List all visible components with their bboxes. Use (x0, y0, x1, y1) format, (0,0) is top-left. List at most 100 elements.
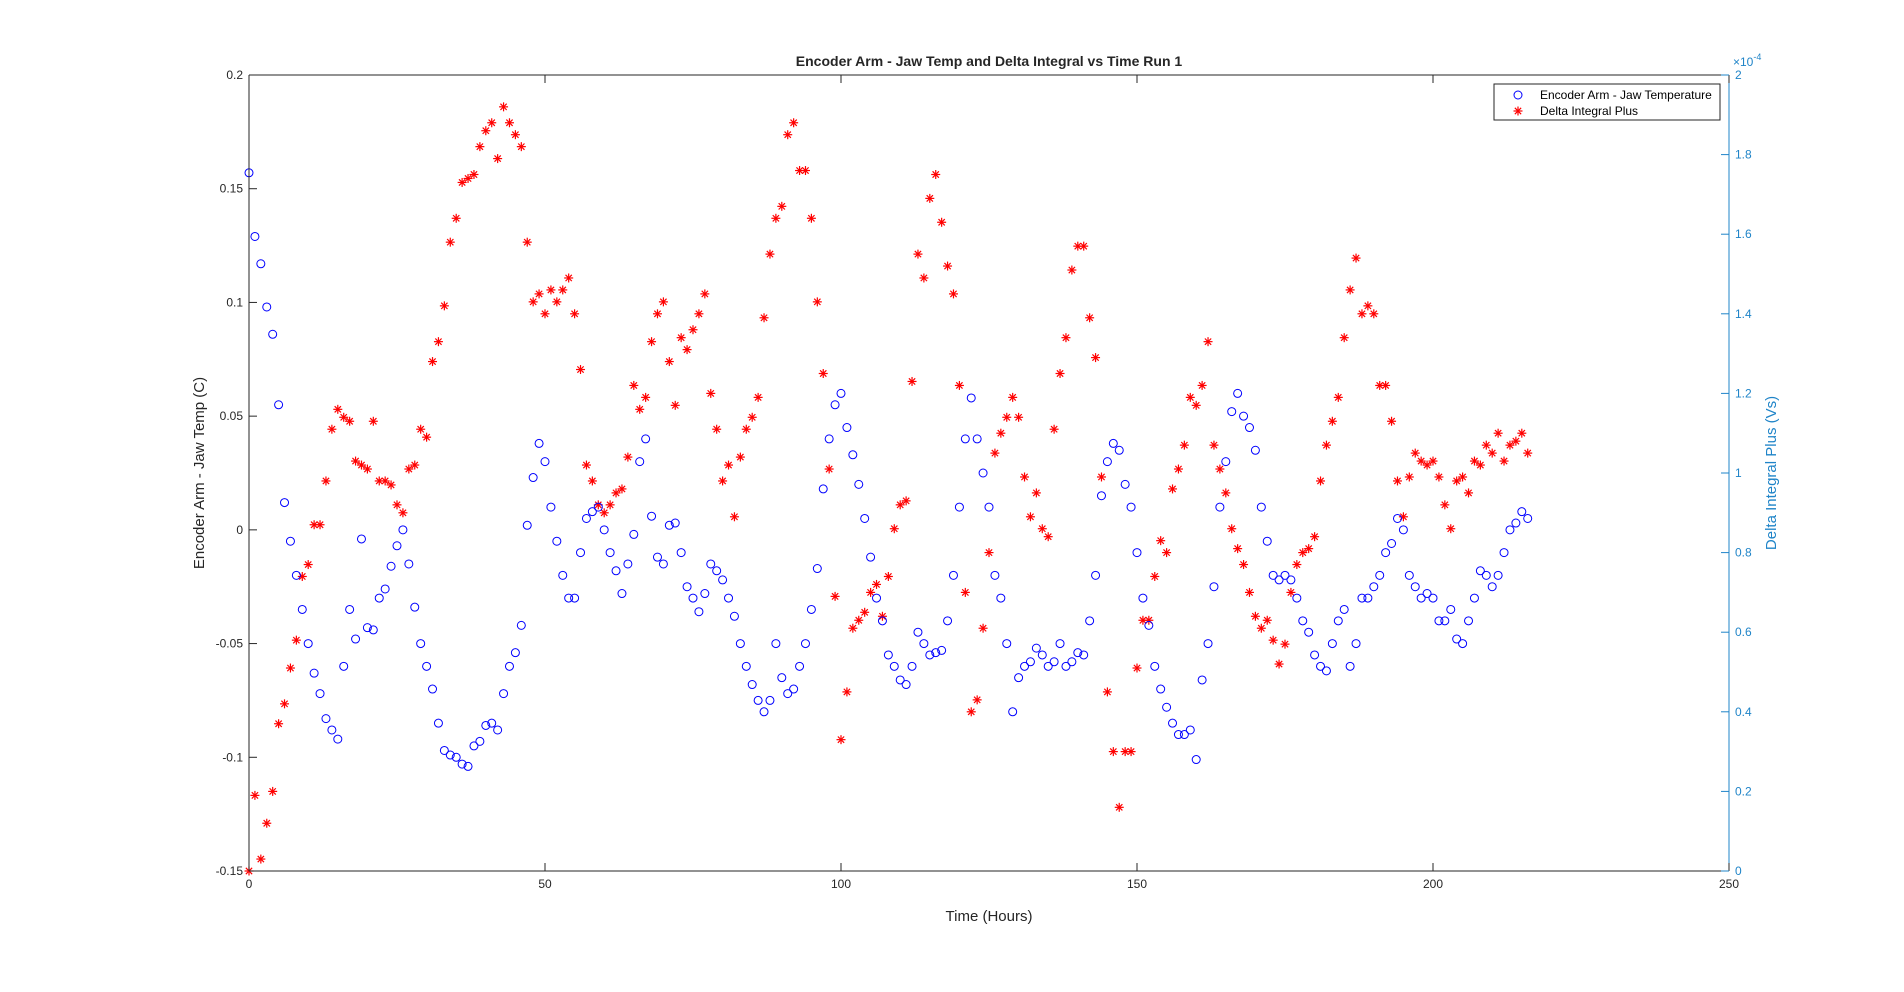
temperature-point (1120, 479, 1130, 489)
legend[interactable]: Encoder Arm - Jaw Temperature Delta Inte… (1493, 83, 1721, 121)
x-axis-label: Time (Hours) (946, 908, 1033, 925)
temperature-point (789, 684, 799, 694)
temperature-point (629, 529, 639, 539)
y-tick-label-left: -0.15 (216, 864, 244, 878)
delta-point (611, 488, 621, 498)
temperature-point (1446, 604, 1456, 614)
delta-point (1067, 265, 1077, 275)
delta-point (741, 424, 751, 434)
temperature-point (1511, 518, 1521, 528)
asterisk-stroke (517, 143, 525, 151)
delta-point (777, 201, 787, 211)
delta-point (1321, 440, 1331, 450)
delta-point (617, 484, 627, 494)
delta-point (623, 452, 633, 462)
delta-point (759, 313, 769, 323)
asterisk-stroke (618, 485, 626, 493)
delta-point (1256, 623, 1266, 633)
asterisk-stroke (1103, 688, 1111, 696)
temperature-point (818, 484, 828, 494)
delta-point (1233, 544, 1243, 554)
delta-point (1221, 488, 1231, 498)
delta-point (1440, 500, 1450, 510)
asterisk-stroke (488, 119, 496, 127)
temperature-point (1025, 657, 1035, 667)
delta-point (564, 273, 574, 283)
asterisk-stroke (795, 166, 804, 175)
temperature-point (877, 616, 887, 626)
delta-point (1120, 747, 1130, 757)
temperature-point (558, 570, 568, 580)
temperature-point (1387, 539, 1397, 549)
asterisk-stroke (1506, 441, 1514, 449)
delta-point (670, 400, 680, 410)
temperature-point (1227, 407, 1237, 417)
delta-point (546, 285, 556, 295)
delta-point (469, 170, 479, 179)
temperature-point (682, 582, 692, 592)
asterisk-stroke (630, 381, 638, 390)
asterisk-stroke (979, 624, 987, 632)
asterisk-stroke (363, 465, 371, 473)
asterisk-stroke (547, 286, 555, 294)
delta-point (943, 261, 953, 271)
delta-point (1511, 436, 1521, 446)
legend-circle-marker-icon (1513, 90, 1523, 100)
temperature-point (658, 559, 668, 569)
delta-point (1096, 472, 1106, 482)
asterisk-stroke (695, 310, 703, 318)
delta-point (463, 173, 473, 183)
delta-point (1404, 472, 1414, 482)
asterisk-stroke (357, 461, 366, 469)
temperature-point (1493, 570, 1503, 580)
asterisk-stroke (1127, 748, 1135, 756)
temperature-point (948, 570, 958, 580)
delta-point (1173, 464, 1183, 474)
asterisk-stroke (665, 357, 673, 366)
asterisk-stroke (647, 338, 656, 346)
asterisk-stroke (1109, 748, 1117, 756)
asterisk-stroke (298, 572, 306, 581)
asterisk-stroke (535, 290, 543, 298)
temperature-point (1304, 627, 1314, 637)
asterisk-stroke (600, 509, 608, 517)
delta-point (570, 309, 580, 319)
temperature-point (1138, 593, 1148, 603)
asterisk-stroke (671, 401, 679, 409)
delta-point (1197, 380, 1207, 390)
temperature-point (599, 525, 609, 535)
temperature-point (800, 639, 810, 649)
asterisk-stroke (949, 290, 958, 298)
temperature-point (504, 661, 514, 671)
temperature-point (1422, 589, 1432, 599)
asterisk-stroke (784, 131, 792, 139)
temperature-point (664, 520, 674, 530)
temperature-point (611, 566, 621, 576)
temperature-point (1375, 570, 1385, 580)
delta-point (368, 416, 378, 426)
temperature-point (652, 552, 662, 562)
asterisk-stroke (612, 489, 620, 497)
asterisk-stroke (677, 334, 685, 342)
temperature-point (587, 507, 597, 517)
temperature-point (830, 400, 840, 410)
temperature-point (1369, 582, 1379, 592)
asterisk-stroke (310, 521, 318, 529)
asterisk-stroke (961, 588, 969, 596)
temperature-point (1108, 438, 1118, 448)
temperature-point (540, 457, 550, 467)
asterisk-stroke (1198, 381, 1206, 390)
delta-point (321, 476, 331, 486)
delta-point (1020, 472, 1030, 482)
temperature-point (700, 589, 710, 599)
delta-point (1274, 659, 1284, 669)
asterisk-stroke (411, 461, 419, 469)
temperature-point (321, 714, 331, 724)
temperature-point (694, 607, 704, 617)
asterisk-stroke (967, 708, 975, 716)
temperature-point (1440, 616, 1450, 626)
asterisk-stroke (446, 238, 454, 246)
asterisk-stroke (790, 119, 798, 127)
asterisk-stroke (346, 417, 354, 425)
